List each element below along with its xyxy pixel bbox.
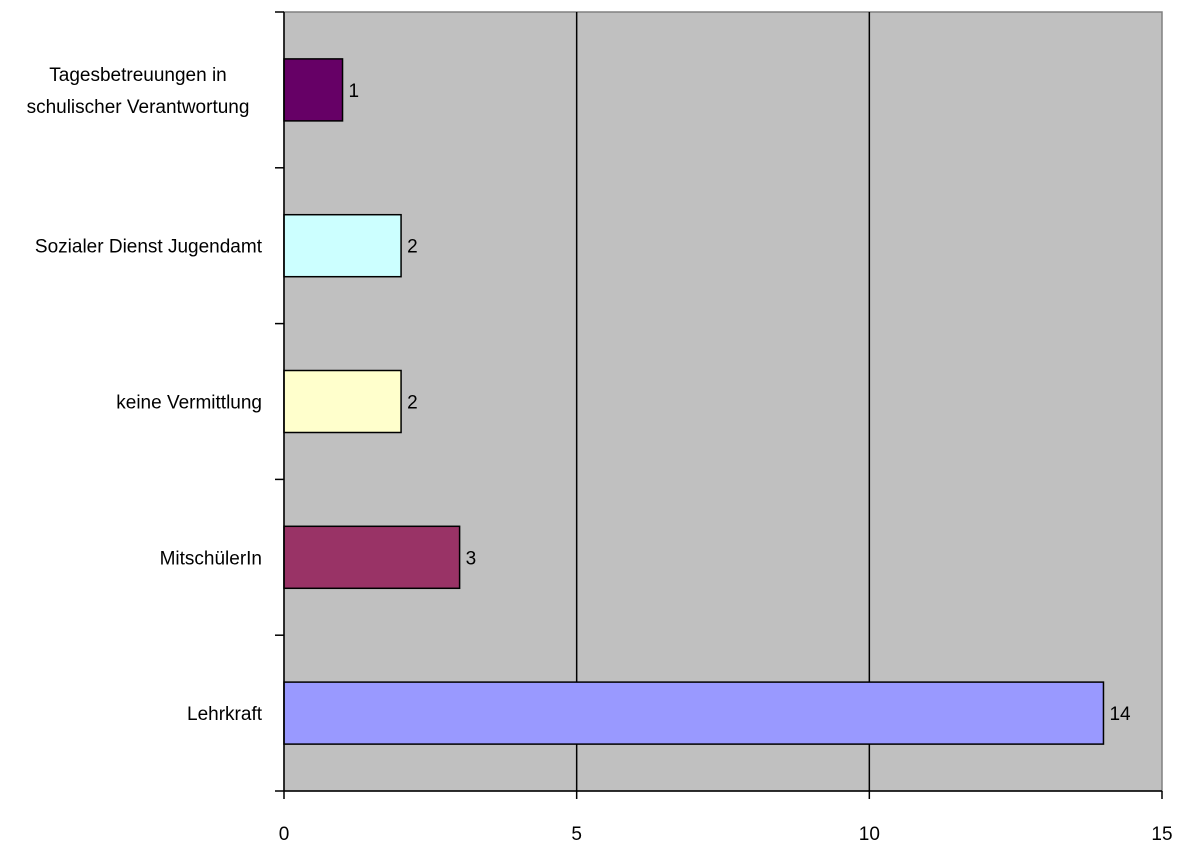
x-tick-label-10: 10: [859, 824, 880, 845]
bar-3: [283, 525, 461, 590]
plot-area: [283, 11, 1163, 792]
category-label-1: Sozialer Dienst Jugendamt: [35, 237, 263, 258]
bars: [283, 58, 1105, 745]
bar-1: [283, 213, 402, 278]
x-tick-label-5: 5: [571, 824, 582, 845]
category-label-4: Lehrkraft: [187, 704, 263, 725]
axes: [275, 11, 1163, 799]
bar-4: [283, 681, 1105, 745]
category-label-line: Lehrkraft: [187, 704, 263, 725]
gridlines: [575, 12, 871, 791]
data-label-1: 2: [407, 237, 418, 258]
category-label-line: Tagesbetreuungen in: [49, 65, 226, 86]
category-label-line: keine Vermittlung: [116, 393, 262, 414]
labels: 1 2 2 3 14 0 5 10 15 Tagesbetreuungen in schulisch…: [27, 65, 1173, 845]
x-tick-label-0: 0: [279, 824, 290, 845]
category-label-0: Tagesbetreuungen in schulischer Verantwor…: [27, 65, 250, 118]
bar-0: [283, 58, 344, 122]
category-label-line: Sozialer Dienst Jugendamt: [35, 237, 263, 258]
category-label-line: schulischer Verantwortung: [27, 97, 250, 118]
category-label-2: keine Vermittlung: [116, 393, 262, 414]
data-label-3: 3: [466, 548, 477, 569]
x-tick-label-15: 15: [1151, 824, 1172, 845]
bar-2: [283, 369, 402, 434]
category-label-3: MitschülerIn: [160, 548, 262, 569]
category-label-line: MitschülerIn: [160, 548, 262, 569]
data-label-0: 1: [349, 81, 360, 102]
data-label-2: 2: [407, 393, 418, 414]
data-label-4: 14: [1109, 704, 1131, 725]
